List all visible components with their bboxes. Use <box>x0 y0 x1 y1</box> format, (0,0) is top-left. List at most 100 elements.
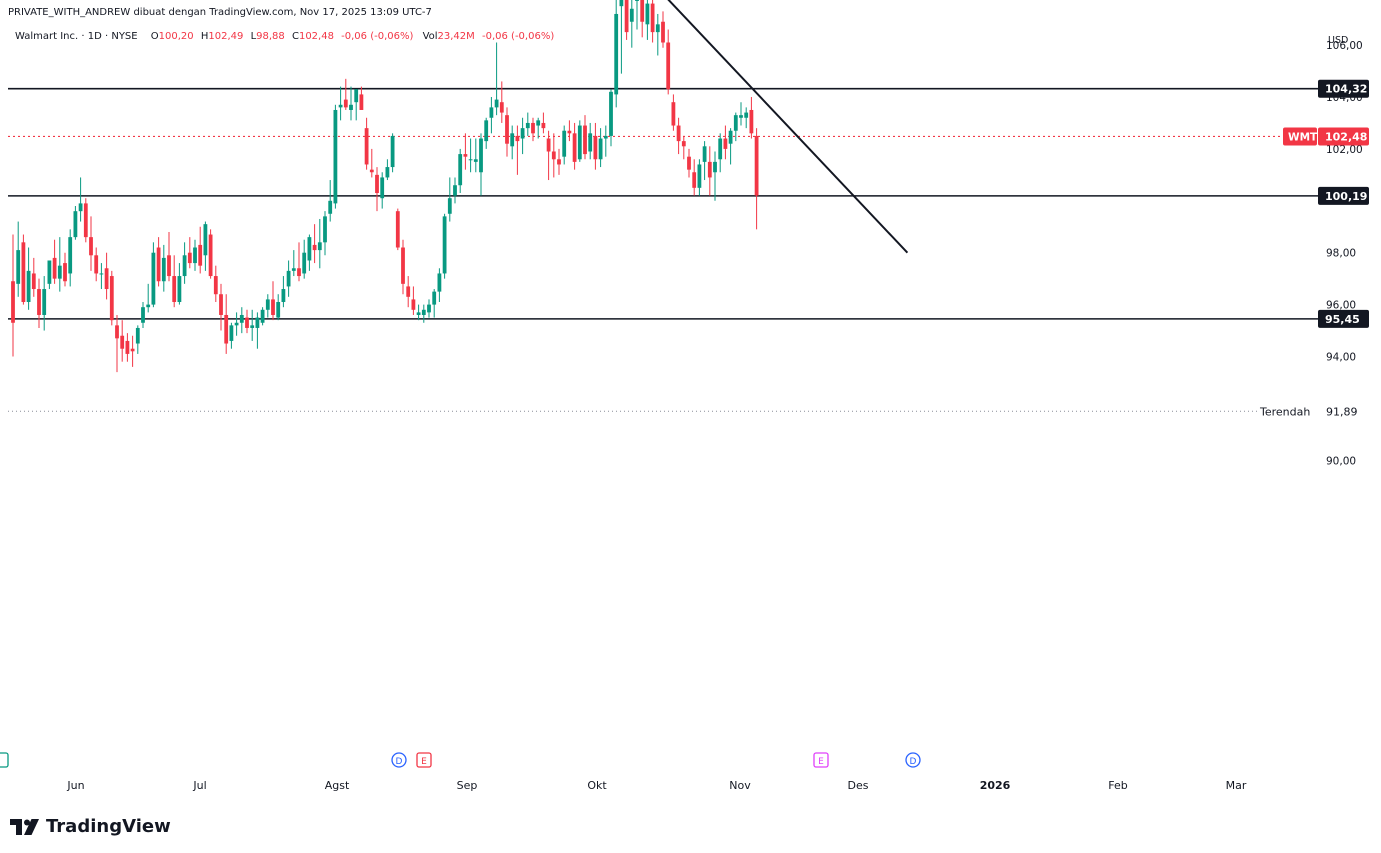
candle-body <box>317 242 322 251</box>
candle-body <box>21 242 26 303</box>
candle-body <box>707 161 712 178</box>
event-letter: D <box>910 757 917 767</box>
candle-body <box>499 102 504 113</box>
candle-body <box>125 340 130 354</box>
candle-body <box>619 0 624 7</box>
level-badge-1[interactable] <box>1318 79 1369 98</box>
level-badge-2[interactable] <box>1318 186 1369 205</box>
candle-body <box>37 289 41 315</box>
candle-body <box>395 211 400 248</box>
last-price-badge[interactable] <box>1318 127 1369 146</box>
candle-body <box>208 234 213 277</box>
dividend-event-icon[interactable] <box>905 752 921 768</box>
event-letter: E <box>421 757 427 767</box>
candle-body <box>458 154 463 186</box>
candle-body <box>697 164 702 188</box>
candle-body <box>57 265 62 279</box>
earnings-event-icon[interactable] <box>416 752 432 768</box>
candle-body <box>47 260 52 284</box>
candle-body <box>338 104 343 108</box>
time-axis-label: Feb <box>1108 779 1127 792</box>
price-tick-label: 98,00 <box>1326 248 1356 260</box>
low-value: 91,89 <box>1326 405 1358 418</box>
candle-body <box>713 161 717 173</box>
time-axis-label: Mar <box>1226 779 1247 792</box>
candle-body <box>198 244 203 266</box>
candle-body <box>250 325 255 328</box>
candle-body <box>442 216 447 274</box>
dividend-event-icon[interactable] <box>391 752 407 768</box>
legend-volume-value: 23,42M <box>437 31 475 42</box>
candle-body <box>151 252 156 305</box>
price-tick-label: 96,00 <box>1326 300 1356 312</box>
candle-body <box>671 102 676 126</box>
symbol-badge[interactable] <box>1283 127 1317 146</box>
earnings-event-icon[interactable] <box>813 752 829 768</box>
candle-body <box>83 203 88 238</box>
candle-body <box>421 309 426 315</box>
candle-body <box>551 151 556 160</box>
last-price-badge-value: 102,48 <box>1325 130 1367 143</box>
candle-body <box>130 348 135 352</box>
candle-body <box>271 299 275 315</box>
legend-low-label: L <box>250 31 257 42</box>
candle-body <box>614 13 619 95</box>
candle-body <box>718 138 723 160</box>
candle-body <box>505 115 509 144</box>
candle-body <box>73 211 78 238</box>
candle-body <box>94 255 99 274</box>
candle-body <box>739 115 743 118</box>
level-badge-value-3: 95,45 <box>1325 313 1360 326</box>
legend-low-value: 98,88 <box>256 31 285 42</box>
candle-body <box>661 21 665 43</box>
tradingview-logo[interactable]: TradingView <box>10 816 171 837</box>
candle-body <box>484 120 489 142</box>
candle-body <box>666 42 671 90</box>
candle-body <box>177 276 182 303</box>
candle-body <box>546 138 551 152</box>
time-axis-label: Nov <box>729 779 751 792</box>
candle-body <box>115 325 119 339</box>
time-axis-label: 2026 <box>980 779 1011 792</box>
symbol-legend: Walmart Inc. · 1D · NYSE O100,20 H102,49… <box>15 31 554 42</box>
trendline[interactable] <box>564 0 909 254</box>
candle-body <box>265 299 270 310</box>
candle-body <box>588 133 593 152</box>
tradingview-logo-icon <box>10 818 39 835</box>
low-label: Terendah <box>1259 405 1310 418</box>
candle-body <box>291 268 296 271</box>
candle-body <box>603 135 608 139</box>
chart-watermark-header: PRIVATE_WITH_ANDREW dibuat dengan Tradin… <box>8 7 432 18</box>
price-tick-label: 90,00 <box>1326 455 1356 467</box>
candle-body <box>520 128 525 139</box>
candle-body <box>359 94 364 110</box>
candle-body <box>245 317 249 328</box>
candle-body <box>203 224 208 256</box>
candle-body <box>307 237 312 261</box>
legend-close-label: C <box>291 31 299 42</box>
candle-body <box>260 309 265 323</box>
candle-body <box>255 317 260 328</box>
candle-body <box>635 0 639 1</box>
candle-body <box>16 250 21 284</box>
time-axis-label: Des <box>848 779 869 792</box>
candle-body <box>577 125 582 160</box>
candle-body <box>754 135 759 196</box>
candle-body <box>213 276 218 295</box>
earnings-event-icon-partial[interactable] <box>0 752 9 768</box>
time-axis-label: Sep <box>457 779 478 792</box>
candle-body <box>281 289 286 303</box>
candle-body <box>390 135 395 168</box>
candle-body <box>141 307 145 323</box>
candle-body <box>99 273 104 275</box>
candle-body <box>234 322 239 326</box>
candle-body <box>385 167 390 178</box>
candle-body <box>629 8 634 22</box>
candle-body <box>68 237 73 274</box>
candle-body <box>333 109 338 204</box>
candle-body <box>219 294 223 315</box>
time-axis-label: Jul <box>192 779 206 792</box>
candle-body <box>447 198 452 214</box>
level-badge-3[interactable] <box>1318 309 1369 328</box>
